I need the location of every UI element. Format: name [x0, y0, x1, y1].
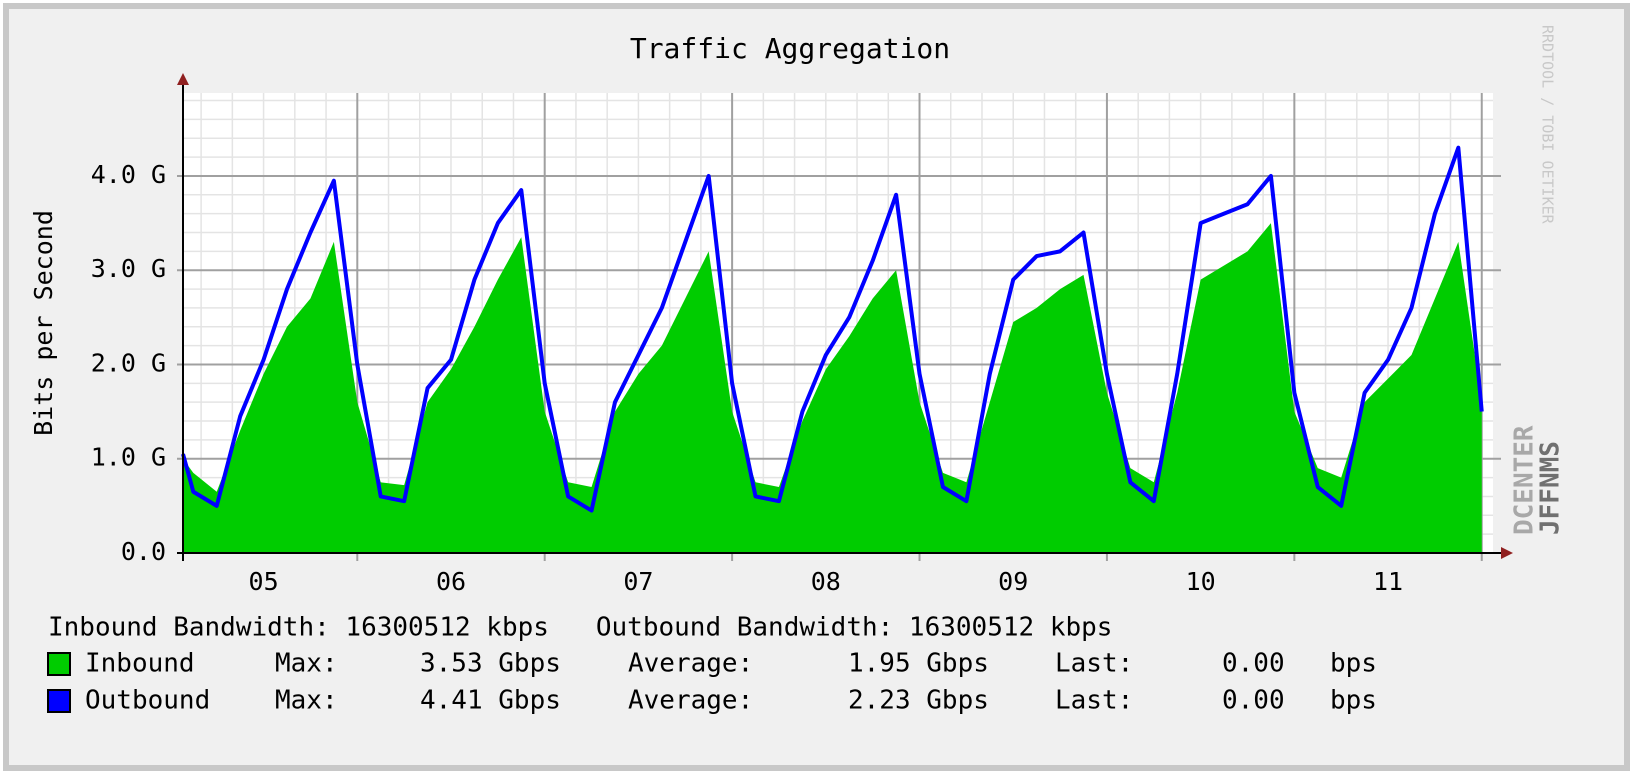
legend-stat: Last: [1055, 649, 1133, 679]
y-tick-label: 2.0 G [91, 348, 166, 377]
x-tick-label: 10 [1186, 567, 1216, 596]
x-tick-label: 11 [1373, 567, 1403, 596]
x-tick-label: 07 [623, 567, 653, 596]
marks [181, 145, 1484, 553]
legend-stat: 4.41 Gbps [420, 686, 561, 716]
logo-text: DCENTER [1510, 425, 1540, 535]
legend-stat: bps [1330, 686, 1377, 716]
y-axis-label: Bits per Second [29, 210, 58, 436]
x-tick-label: 09 [998, 567, 1028, 596]
watermark: RRDTOOL / TOBI OETIKER [1539, 25, 1557, 225]
axes: 0.0 1.0 G 2.0 G 3.0 G 4.0 G 05 06 07 08 09 10 11 Inb… [47, 73, 1513, 716]
legend-label: Inbound [85, 649, 195, 679]
y-tick-label: 4.0 G [91, 160, 166, 189]
y-tick-label: 1.0 G [91, 443, 166, 472]
legend-stat: Max: [275, 686, 338, 716]
x-tick-label: 06 [436, 567, 466, 596]
y-axis-arrow [177, 73, 189, 85]
y-tick-label: 0.0 [121, 537, 166, 566]
legend-stat: Last: [1055, 686, 1133, 716]
x-tick-label: 08 [811, 567, 841, 596]
area [183, 223, 1482, 553]
legend-stat: Average: [628, 686, 753, 716]
legend-stat: 3.53 Gbps [420, 649, 561, 679]
legend-stat: 0.00 [1222, 686, 1285, 716]
x-tick-label: 05 [249, 567, 279, 596]
legend-stat: bps [1330, 649, 1377, 679]
legend-stat: 0.00 [1222, 649, 1285, 679]
y-tick-label: 3.0 G [91, 254, 166, 283]
chart-title: Traffic Aggregation [630, 32, 950, 65]
legend-swatch [47, 652, 71, 676]
legend-stat: 1.95 Gbps [848, 649, 989, 679]
logo-text: JFFNMS [1536, 441, 1566, 535]
legend-stat: 2.23 Gbps [848, 686, 989, 716]
legend-label: Outbound [85, 686, 210, 716]
legend-stat: Max: [275, 649, 338, 679]
legend-footer: Inbound Bandwidth: 16300512 kbps Outboun… [48, 613, 1112, 643]
x-axis-arrow [1501, 547, 1513, 559]
legend-stat: Average: [628, 649, 753, 679]
legend-swatch [47, 689, 71, 713]
line [181, 145, 1484, 513]
